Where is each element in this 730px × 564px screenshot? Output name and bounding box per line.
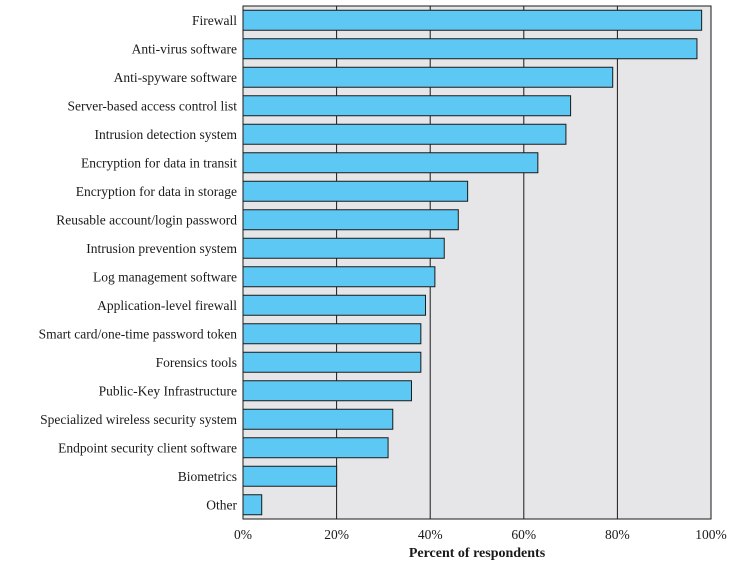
- category-label: Server-based access control list: [67, 98, 237, 113]
- bar: [242, 437, 389, 459]
- bar: [242, 38, 698, 60]
- category-label: Reusable account/login password: [56, 212, 237, 227]
- category-labels: Firewall Anti-virus software Anti-spyware …: [39, 13, 238, 513]
- bar: [242, 152, 539, 174]
- bar: [242, 465, 338, 487]
- category-label: Encryption for data in transit: [81, 155, 237, 170]
- bar: [242, 209, 459, 231]
- bar: [242, 494, 263, 516]
- bar: [242, 351, 422, 373]
- x-tick-label: 80%: [605, 527, 630, 542]
- x-axis-title: Percent of respondents: [409, 546, 546, 561]
- bars: [242, 9, 703, 516]
- category-label: Log management software: [93, 269, 237, 284]
- bar: [242, 323, 422, 345]
- category-label: Intrusion prevention system: [86, 241, 237, 256]
- x-tick-labels: 0% 20% 40% 60% 80% 100%: [234, 527, 727, 542]
- category-label: Biometrics: [178, 469, 237, 484]
- category-label: Smart card/one-time password token: [39, 326, 238, 341]
- category-label: Anti-spyware software: [114, 70, 237, 85]
- bar: [242, 380, 412, 402]
- x-tick-label: 0%: [234, 527, 252, 542]
- plot-area: [243, 6, 711, 519]
- plot-frame: [242, 5, 712, 520]
- x-tick-label: 20%: [324, 527, 349, 542]
- bar: [242, 408, 394, 430]
- x-tick-label: 40%: [418, 527, 443, 542]
- bar: [242, 266, 436, 288]
- x-tick-label: 60%: [511, 527, 536, 542]
- category-label: Other: [206, 497, 237, 512]
- category-label: Anti-virus software: [132, 41, 237, 56]
- bar: [242, 294, 427, 316]
- bar: [242, 123, 567, 145]
- gridlines: [336, 6, 618, 519]
- category-label: Public-Key Infrastructure: [99, 383, 237, 398]
- category-label: Intrusion detection system: [95, 127, 238, 142]
- bar: [242, 237, 445, 259]
- bar: [242, 95, 572, 117]
- category-label: Application-level firewall: [97, 298, 237, 313]
- category-label: Encryption for data in storage: [76, 184, 237, 199]
- category-label: Endpoint security client software: [58, 440, 237, 455]
- category-label: Specialized wireless security system: [40, 412, 237, 427]
- category-label: Firewall: [192, 13, 237, 28]
- x-tick-label: 100%: [695, 527, 727, 542]
- bar: [242, 9, 703, 31]
- category-label: Forensics tools: [156, 355, 237, 370]
- bar: [242, 66, 614, 88]
- bar: [242, 180, 469, 202]
